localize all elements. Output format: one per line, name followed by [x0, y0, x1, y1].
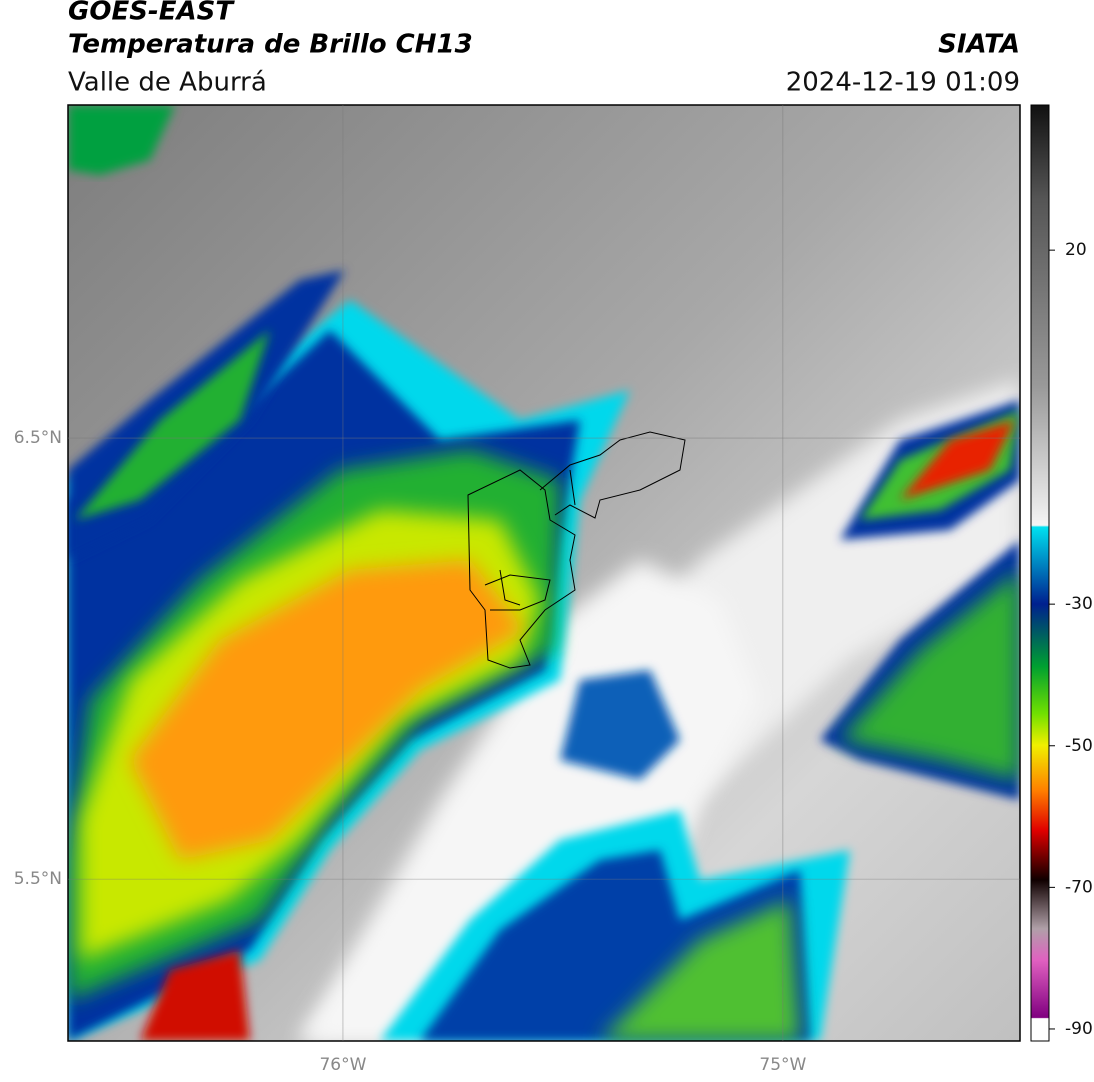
product: Temperatura de Brillo CH13	[68, 30, 473, 60]
colorbar-tick-label: -30	[1065, 594, 1093, 614]
y-tick-label: 5.5°N	[14, 869, 62, 889]
y-tick-label: 6.5°N	[14, 428, 62, 448]
satellite: GOES-EAST	[68, 0, 235, 27]
colorbar-tick-label: -70	[1065, 877, 1093, 897]
x-tick-label: 75°W	[759, 1055, 806, 1075]
colorbar	[1030, 104, 1050, 1042]
colorbar-tick-label: 20	[1065, 240, 1087, 260]
colorbar-tick-label: -50	[1065, 736, 1093, 756]
region: Valle de Aburrá	[68, 68, 267, 98]
map-frame	[67, 104, 1021, 1042]
colorbar-tick-label: -90	[1065, 1019, 1093, 1039]
x-tick-label: 76°W	[319, 1055, 366, 1075]
datetime: 2024-12-19 01:09	[786, 68, 1020, 98]
source: SIATA	[938, 30, 1020, 60]
satellite-image	[68, 105, 1020, 1041]
